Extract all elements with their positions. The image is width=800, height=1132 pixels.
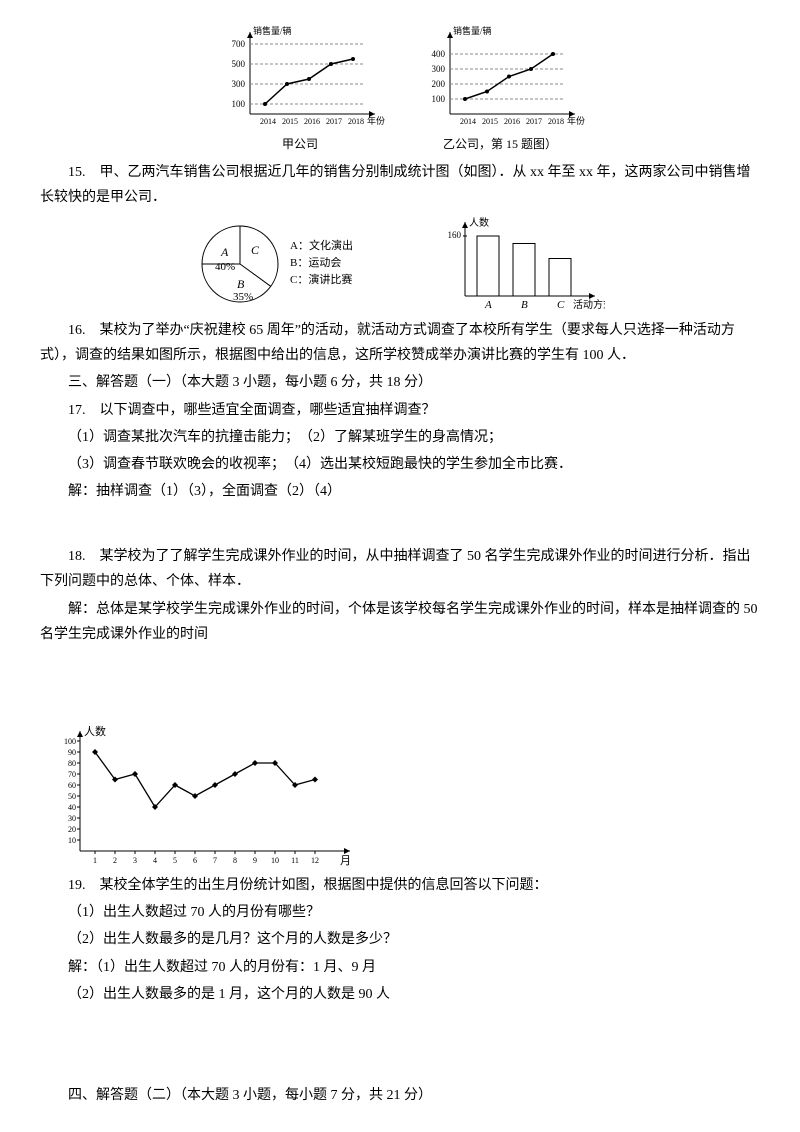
svg-text:2015: 2015 <box>282 117 298 126</box>
svg-text:C：演讲比赛: C：演讲比赛 <box>290 272 352 286</box>
svg-text:月: 月 <box>340 855 351 867</box>
svg-text:2: 2 <box>113 856 117 865</box>
xlabel: 年份 <box>367 115 385 126</box>
q15-text: 15. 甲、乙两汽车销售公司根据近几年的销售分别制成统计图（如图）．从 xx 年… <box>40 160 760 210</box>
q16-bar: 人数 160 A B C 活动方式 <box>435 214 605 314</box>
svg-text:2017: 2017 <box>326 117 342 126</box>
q19-line-chart: 人数 月 102030405060708090100 1234567891011… <box>40 721 360 871</box>
svg-text:100: 100 <box>64 737 76 746</box>
svg-text:A: A <box>484 299 492 311</box>
q17-ans: 解：抽样调查（1）（3），全面调查（2）（4） <box>40 479 760 504</box>
svg-text:B: B <box>521 299 528 311</box>
line-chart-yi: 100 200 300 400 2014 2015 2016 2017 2018… <box>415 24 585 134</box>
q17-opts1: （1）调查某批次汽车的抗撞击能力； （2）了解某班学生的身高情况； <box>40 425 760 450</box>
q17-stem: 17. 以下调查中，哪些适宜全面调查，哪些适宜抽样调查？ <box>40 398 760 423</box>
svg-text:人数: 人数 <box>84 725 106 738</box>
section3-heading: 三、解答题（一）（本大题 3 小题，每小题 6 分，共 18 分） <box>40 370 760 395</box>
svg-text:A: A <box>220 245 229 259</box>
svg-text:100: 100 <box>232 99 246 109</box>
svg-text:1: 1 <box>93 856 97 865</box>
q19-p1: （1）出生人数超过 70 人的月份有哪些？ <box>40 900 760 925</box>
svg-text:2018: 2018 <box>548 117 564 126</box>
svg-text:200: 200 <box>432 79 446 89</box>
caption-yi: 乙公司 <box>443 137 479 151</box>
svg-text:2016: 2016 <box>304 117 320 126</box>
svg-text:35%: 35% <box>233 291 253 303</box>
caption-jia: 甲公司 <box>282 134 318 156</box>
fignote: ，第 15 题图） <box>479 137 557 151</box>
svg-text:100: 100 <box>432 94 446 104</box>
svg-text:400: 400 <box>432 49 446 59</box>
q15-chart-jia: 100 300 500 700 2014 2015 2016 2017 2018… <box>215 24 385 156</box>
svg-text:2014: 2014 <box>460 117 476 126</box>
q16-figure-row: A 40% B 35% C A：文化演出 B：运动会 C：演讲比赛 人数 160… <box>40 214 760 314</box>
svg-text:10: 10 <box>271 856 279 865</box>
q19-a1: 解：（1）出生人数超过 70 人的月份有：1 月、9 月 <box>40 955 760 980</box>
svg-text:30: 30 <box>68 814 76 823</box>
svg-text:40: 40 <box>68 803 76 812</box>
svg-text:7: 7 <box>213 856 217 865</box>
q18-stem: 18. 某学校为了了解学生完成课外作业的时间，从中抽样调查了 50 名学生完成课… <box>40 544 760 594</box>
svg-text:3: 3 <box>133 856 137 865</box>
section4-heading: 四、解答题（二）（本大题 3 小题，每小题 7 分，共 21 分） <box>40 1083 760 1108</box>
svg-text:160: 160 <box>448 230 462 240</box>
svg-text:20: 20 <box>68 825 76 834</box>
svg-text:8: 8 <box>233 856 237 865</box>
svg-text:40%: 40% <box>215 261 235 273</box>
svg-text:80: 80 <box>68 759 76 768</box>
svg-text:12: 12 <box>311 856 319 865</box>
svg-text:A：文化演出: A：文化演出 <box>290 238 353 252</box>
svg-text:2014: 2014 <box>260 117 276 126</box>
svg-text:C: C <box>557 299 565 311</box>
svg-text:300: 300 <box>432 64 446 74</box>
svg-text:人数: 人数 <box>469 216 489 229</box>
svg-text:60: 60 <box>68 781 76 790</box>
q19-stem: 19. 某校全体学生的出生月份统计如图，根据图中提供的信息回答以下问题： <box>40 873 760 898</box>
svg-text:9: 9 <box>253 856 257 865</box>
q16-text: 16. 某校为了举办“庆祝建校 65 周年”的活动，就活动方式调查了本校所有学生… <box>40 318 760 368</box>
svg-text:2018: 2018 <box>348 117 364 126</box>
svg-text:2015: 2015 <box>482 117 498 126</box>
svg-text:90: 90 <box>68 748 76 757</box>
q19-p2: （2）出生人数最多的是几月？这个月的人数是多少？ <box>40 927 760 952</box>
svg-text:2017: 2017 <box>526 117 542 126</box>
svg-text:50: 50 <box>68 792 76 801</box>
svg-text:年份: 年份 <box>567 115 585 126</box>
q19-chart-wrap: 人数 月 102030405060708090100 1234567891011… <box>40 721 760 871</box>
svg-text:70: 70 <box>68 770 76 779</box>
svg-text:2016: 2016 <box>504 117 520 126</box>
line-chart-jia: 100 300 500 700 2014 2015 2016 2017 2018… <box>215 24 385 134</box>
q17-opts2: （3）调查春节联欢晚会的收视率； （4）选出某校短跑最快的学生参加全市比赛． <box>40 452 760 477</box>
ylabel: 销售量/辆 <box>253 25 292 36</box>
q15-chart-yi: 100 200 300 400 2014 2015 2016 2017 2018… <box>415 24 585 156</box>
svg-text:6: 6 <box>193 856 197 865</box>
svg-text:300: 300 <box>232 79 246 89</box>
q19-a2: （2）出生人数最多的是 1 月，这个月的人数是 90 人 <box>40 982 760 1007</box>
q16-pie: A 40% B 35% C A：文化演出 B：运动会 C：演讲比赛 <box>195 214 405 314</box>
svg-text:500: 500 <box>232 59 246 69</box>
svg-text:5: 5 <box>173 856 177 865</box>
svg-text:B：运动会: B：运动会 <box>290 256 341 269</box>
svg-text:活动方式: 活动方式 <box>573 298 605 311</box>
q18-ans: 解：总体是某学校学生完成课外作业的时间，个体是该学校每名学生完成课外作业的时间，… <box>40 597 760 647</box>
svg-text:10: 10 <box>68 836 76 845</box>
svg-text:11: 11 <box>291 856 299 865</box>
svg-text:销售量/辆: 销售量/辆 <box>453 25 492 36</box>
q15-figure-row: 100 300 500 700 2014 2015 2016 2017 2018… <box>40 24 760 156</box>
svg-text:700: 700 <box>232 39 246 49</box>
svg-text:C: C <box>251 243 260 257</box>
svg-text:4: 4 <box>153 856 157 865</box>
svg-text:B: B <box>237 277 245 291</box>
